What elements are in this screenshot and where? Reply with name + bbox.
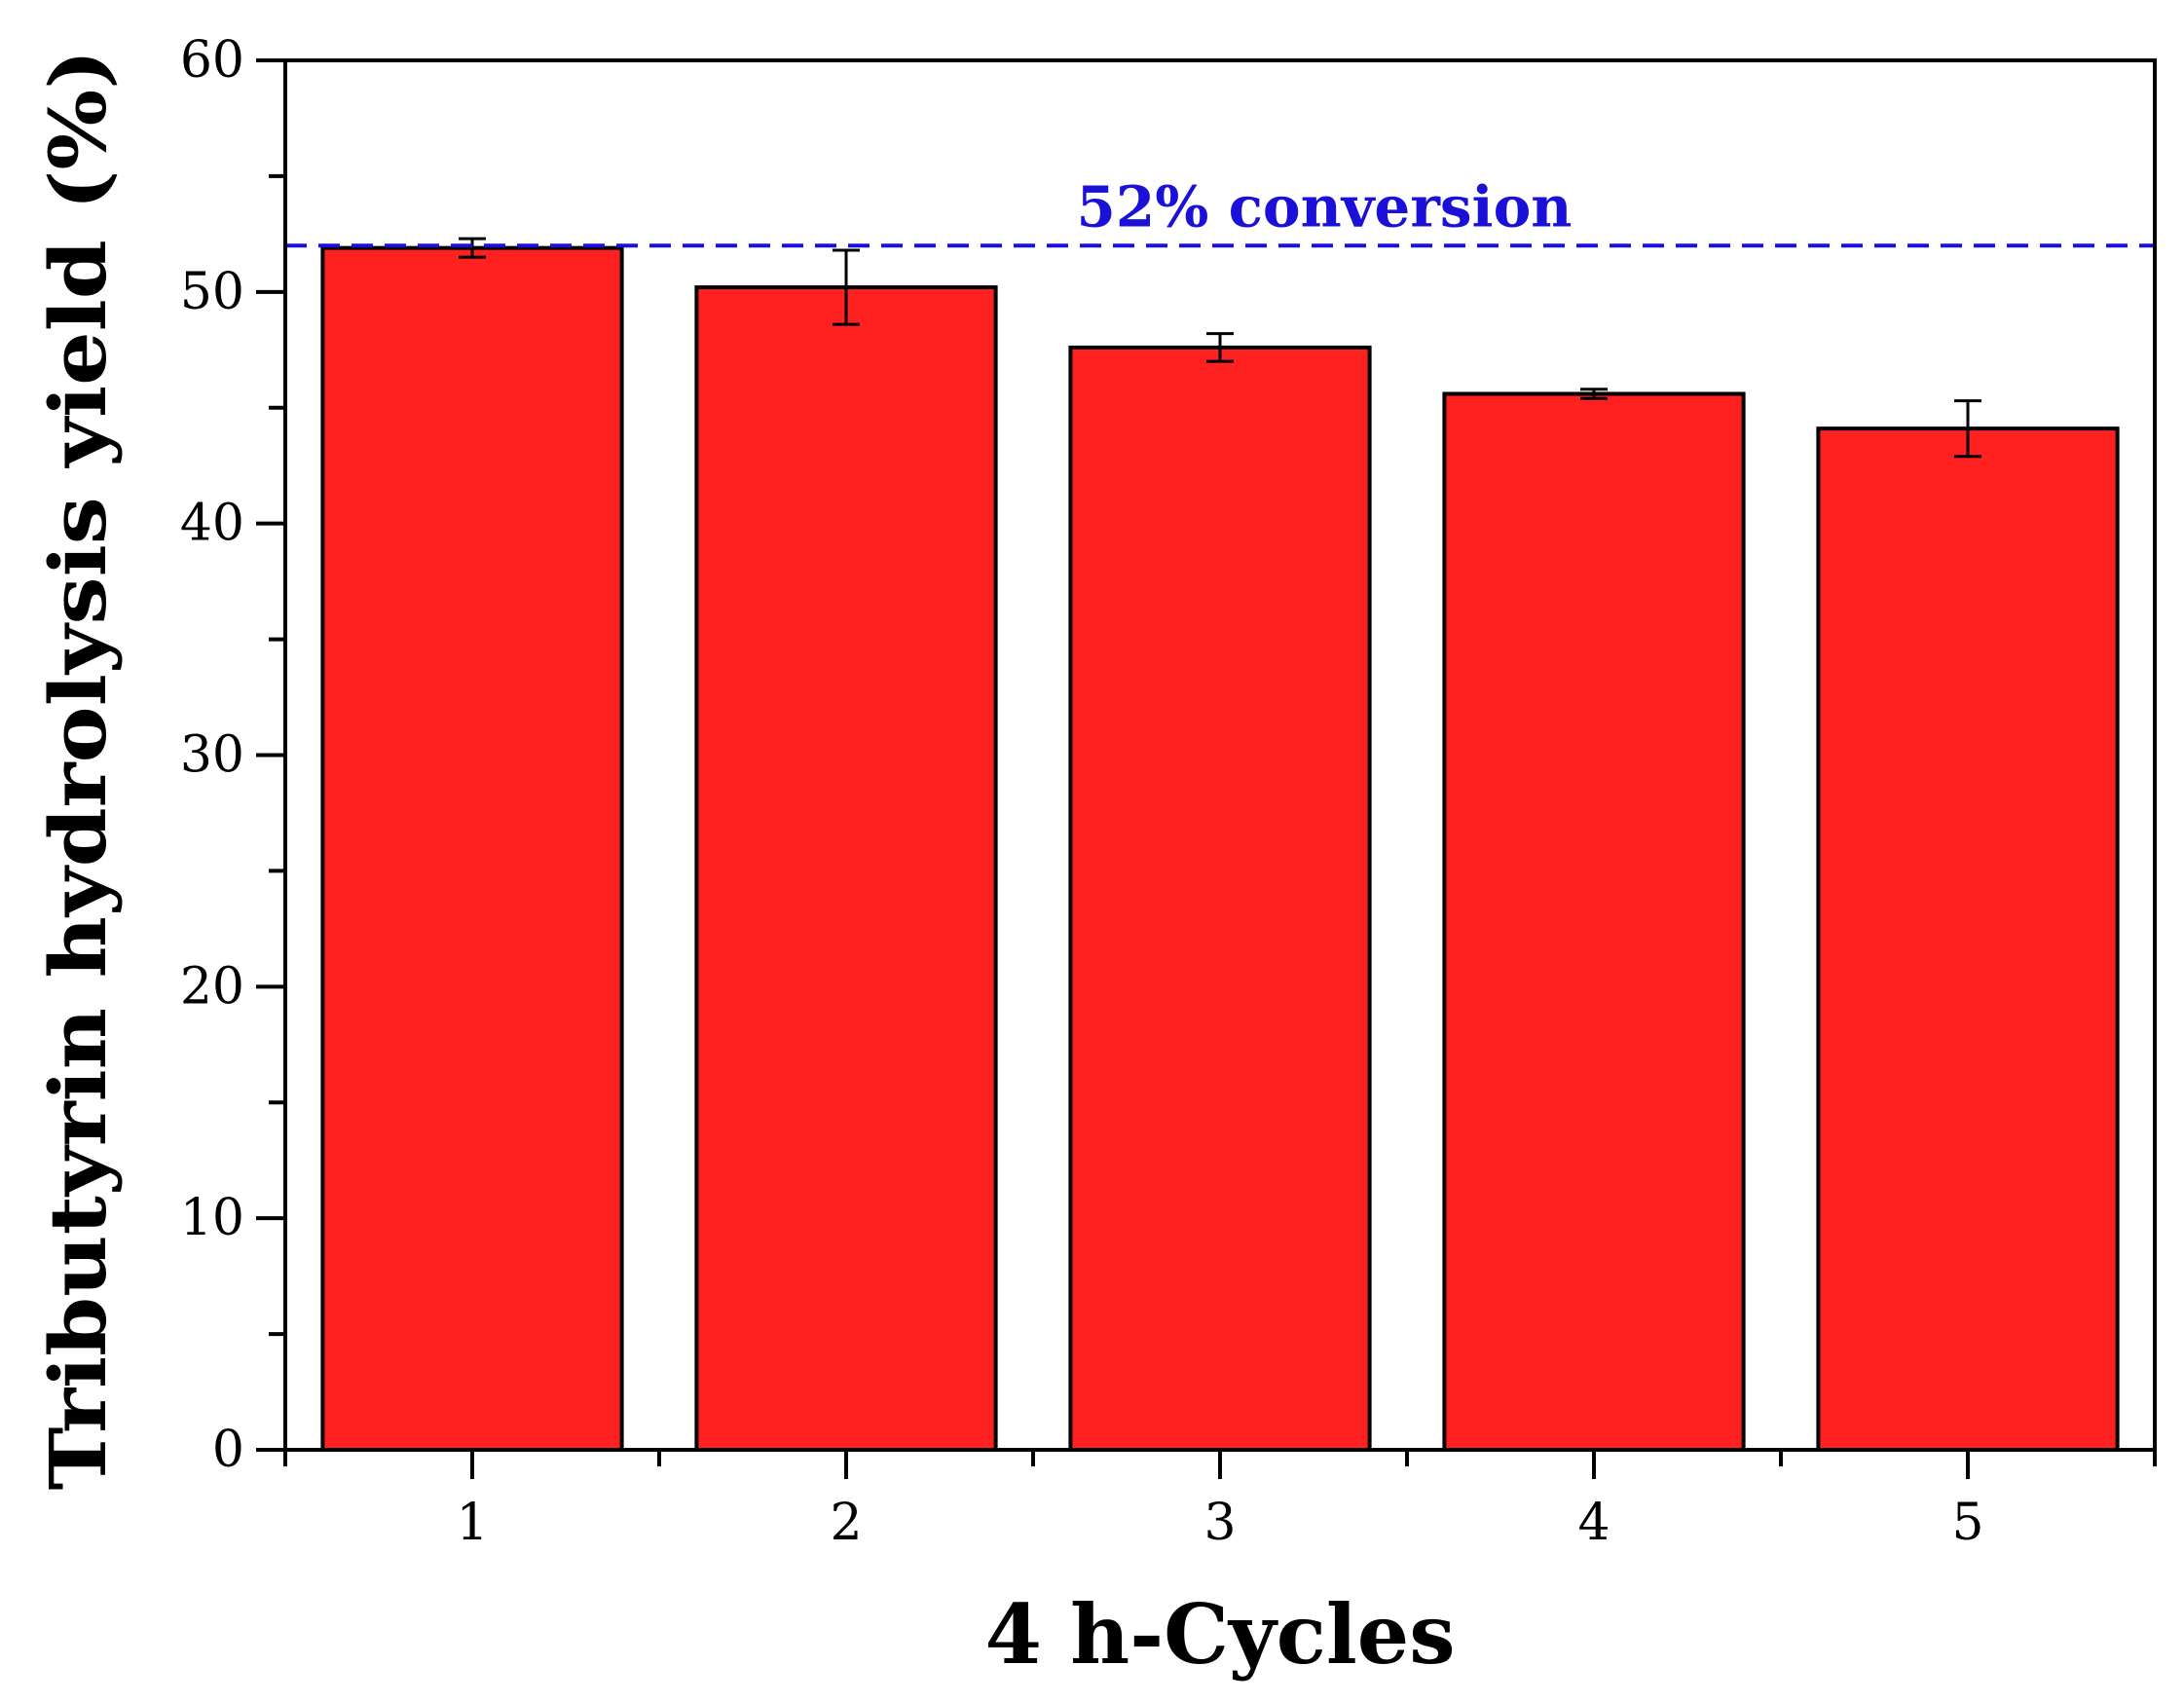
x-tick-label: 2	[830, 1494, 862, 1552]
y-tick-label: 50	[180, 263, 244, 321]
y-axis-title: Tributyrin hydrolysis yield (%)	[32, 50, 124, 1491]
reference-line-label: 52% conversion	[1077, 173, 1573, 240]
x-tick-label: 1	[456, 1494, 488, 1552]
error-bar	[1580, 388, 1608, 400]
error-bar	[459, 237, 486, 259]
y-tick-labels: 0 10 20 30 40 50 60	[180, 31, 244, 1479]
bar	[1068, 345, 1372, 1452]
bar	[320, 245, 624, 1452]
y-tick-label: 10	[180, 1189, 244, 1247]
x-tick-label: 5	[1951, 1494, 1983, 1552]
bar	[1442, 391, 1746, 1453]
error-bar	[833, 248, 860, 326]
x-axis-title: 4 h-Cycles	[984, 1586, 1455, 1683]
bars	[320, 245, 2120, 1453]
y-tick-label: 20	[180, 957, 244, 1016]
y-tick-label: 40	[180, 495, 244, 553]
axis-ticks	[256, 58, 2157, 1479]
error-bar	[1954, 399, 1981, 459]
error-bar	[1206, 332, 1234, 363]
y-tick-label: 0	[212, 1421, 244, 1479]
y-tick-label: 60	[180, 31, 244, 90]
x-tick-label: 4	[1577, 1494, 1610, 1552]
plot-frame	[283, 58, 2157, 1452]
bar	[1816, 426, 2120, 1452]
x-tick-label: 3	[1203, 1494, 1236, 1552]
x-tick-labels: 1 2 3 4 5	[456, 1494, 1983, 1552]
error-bars	[459, 237, 1981, 459]
bar	[694, 285, 998, 1452]
y-tick-label: 30	[180, 726, 244, 785]
